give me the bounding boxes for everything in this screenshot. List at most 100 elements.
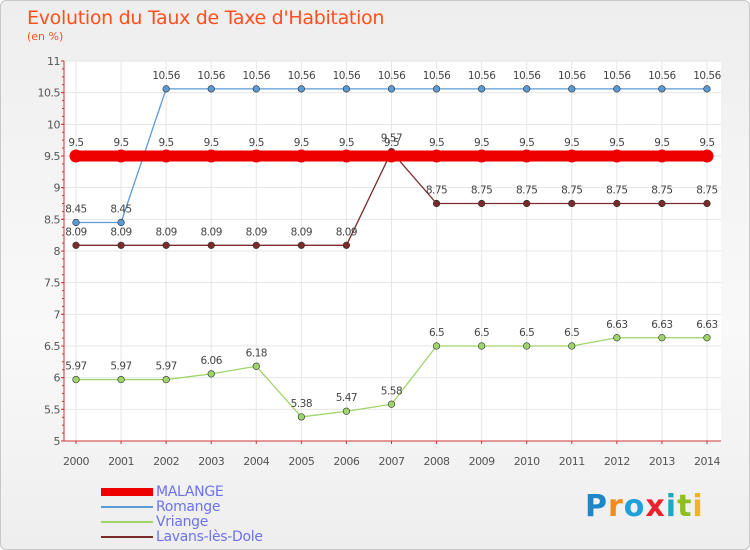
y-tick-label: 8.5 bbox=[44, 213, 60, 226]
data-point bbox=[523, 342, 531, 350]
x-tick-label: 2007 bbox=[378, 455, 404, 468]
data-point bbox=[565, 149, 579, 163]
data-label: 9.5 bbox=[564, 137, 579, 149]
x-tick-label: 2013 bbox=[649, 455, 675, 468]
data-label: 10.56 bbox=[378, 70, 406, 82]
y-tick-label: 10 bbox=[47, 118, 60, 131]
proxiti-logo: Proxiti bbox=[585, 489, 704, 524]
data-label: 9.5 bbox=[159, 137, 174, 149]
data-point bbox=[613, 199, 621, 208]
data-point bbox=[342, 85, 351, 93]
data-label: 6.63 bbox=[651, 319, 672, 331]
data-label: 5.38 bbox=[291, 398, 312, 410]
data-point bbox=[658, 85, 666, 93]
data-label: 8.09 bbox=[65, 226, 86, 238]
data-point bbox=[207, 85, 215, 93]
data-point bbox=[613, 85, 621, 93]
data-label: 6.5 bbox=[474, 327, 489, 339]
data-label: 8.75 bbox=[651, 185, 672, 197]
data-label: 9.5 bbox=[519, 137, 534, 149]
line-chart: 5 5.5 6 6.5 7 7.5 8 8.5 9 9.5 10 10.5 11 2000 2001 2002… bbox=[38, 55, 723, 468]
data-point bbox=[252, 85, 260, 93]
data-label: 8.45 bbox=[65, 204, 86, 216]
data-label: 8.09 bbox=[201, 226, 222, 238]
y-tick-label: 11 bbox=[47, 55, 60, 68]
legend-swatch-malange bbox=[101, 488, 153, 496]
logo-letter: r bbox=[608, 489, 624, 524]
data-point bbox=[297, 413, 305, 421]
data-point bbox=[610, 149, 624, 163]
data-label: 5.58 bbox=[381, 385, 402, 397]
data-label: 10.56 bbox=[288, 70, 316, 82]
data-point bbox=[520, 149, 534, 163]
data-label: 9.5 bbox=[339, 137, 354, 149]
data-point bbox=[568, 85, 576, 93]
legend-label-malange: MALANGE bbox=[156, 484, 224, 500]
data-point bbox=[162, 241, 170, 249]
chart-subtitle: (en %) bbox=[27, 30, 64, 43]
data-label: 10.56 bbox=[648, 70, 676, 82]
data-label: 6.63 bbox=[606, 319, 627, 331]
data-label: 10.56 bbox=[603, 70, 631, 82]
data-point bbox=[252, 241, 260, 249]
data-label: 6.18 bbox=[246, 347, 267, 359]
data-label: 5.97 bbox=[110, 361, 131, 373]
data-point bbox=[72, 218, 80, 227]
data-point bbox=[117, 241, 125, 249]
data-point bbox=[613, 334, 621, 342]
data-point bbox=[387, 85, 396, 93]
legend-label-lavans: Lavans-lès-Dole bbox=[156, 529, 263, 545]
data-point bbox=[204, 149, 218, 163]
y-tick-label: 9 bbox=[54, 182, 61, 195]
data-point bbox=[430, 149, 444, 163]
legend-item-malange: MALANGE bbox=[101, 485, 361, 500]
data-point bbox=[478, 85, 486, 93]
data-point bbox=[72, 241, 80, 249]
data-point bbox=[658, 334, 666, 342]
x-tick-label: 2008 bbox=[424, 455, 450, 468]
data-label: 9.5 bbox=[249, 137, 264, 149]
legend-swatch-lavans bbox=[101, 536, 153, 538]
x-tick-label: 2010 bbox=[514, 455, 540, 468]
data-label: 9.5 bbox=[68, 137, 83, 149]
x-tick-label: 2004 bbox=[243, 455, 269, 468]
data-point bbox=[294, 149, 308, 163]
data-point bbox=[700, 149, 714, 163]
data-label: 8.09 bbox=[336, 226, 357, 238]
logo-letter: o bbox=[623, 489, 646, 524]
data-point bbox=[432, 199, 441, 208]
data-point bbox=[523, 85, 531, 93]
x-tick-label: 2006 bbox=[333, 455, 359, 468]
data-label: 8.75 bbox=[561, 185, 582, 197]
data-label: 10.56 bbox=[197, 70, 225, 82]
data-point bbox=[387, 400, 396, 408]
legend-item-lavans: Lavans-lès-Dole bbox=[101, 530, 361, 545]
legend-item-romange: Romange bbox=[101, 500, 361, 515]
data-label: 10.56 bbox=[558, 70, 586, 82]
data-point bbox=[342, 407, 351, 415]
data-label: 8.09 bbox=[110, 226, 131, 238]
data-label: 8.45 bbox=[110, 204, 131, 216]
data-label: 9.5 bbox=[609, 137, 624, 149]
data-label: 10.56 bbox=[423, 70, 451, 82]
data-label: 8.09 bbox=[291, 226, 312, 238]
legend-label-romange: Romange bbox=[156, 499, 221, 515]
data-point bbox=[117, 218, 125, 227]
data-point bbox=[475, 149, 489, 163]
chart-title: Evolution du Taux de Taxe d'Habitation bbox=[27, 7, 385, 29]
data-label: 8.75 bbox=[606, 185, 627, 197]
data-point bbox=[297, 241, 305, 249]
data-label: 9.5 bbox=[429, 137, 444, 149]
data-point bbox=[432, 342, 441, 350]
data-label: 8.75 bbox=[471, 185, 492, 197]
data-point bbox=[207, 241, 215, 249]
data-point bbox=[207, 370, 215, 378]
data-point bbox=[342, 241, 351, 249]
data-point bbox=[162, 375, 170, 384]
logo-letter: P bbox=[585, 489, 608, 524]
data-label: 10.56 bbox=[513, 70, 541, 82]
y-tick-label: 5.5 bbox=[44, 403, 60, 416]
data-point bbox=[384, 149, 398, 163]
data-label: 6.5 bbox=[429, 327, 444, 339]
x-tick-label: 2011 bbox=[559, 455, 585, 468]
